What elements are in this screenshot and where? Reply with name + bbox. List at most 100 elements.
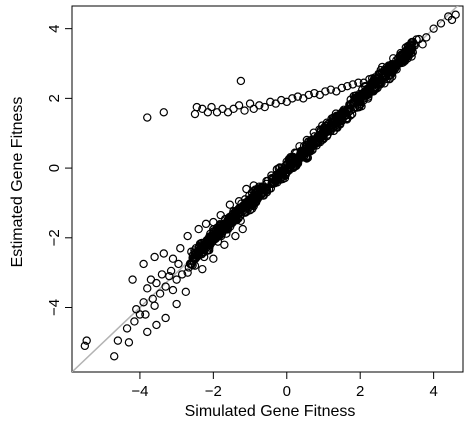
data-point <box>113 336 123 345</box>
data-point <box>285 160 294 169</box>
y-tick-label: 0 <box>46 164 63 172</box>
data-point <box>168 254 178 263</box>
data-point <box>396 57 405 66</box>
data-point <box>177 270 187 279</box>
x-tick-label: 2 <box>356 383 364 400</box>
data-point <box>429 24 438 33</box>
data-point <box>380 72 390 81</box>
data-point <box>209 217 218 227</box>
data-point <box>82 336 91 345</box>
data-point <box>255 101 264 110</box>
x-axis: −4 −2 0 2 4 <box>131 371 438 400</box>
data-point <box>345 100 354 109</box>
data-point <box>122 324 132 333</box>
data-point <box>365 74 374 84</box>
data-point <box>451 10 460 19</box>
data-point <box>143 327 152 337</box>
data-point <box>360 89 369 99</box>
data-point <box>152 278 161 288</box>
data-point <box>198 264 207 274</box>
data-point <box>301 142 310 151</box>
data-point <box>207 102 216 112</box>
data-point <box>403 41 413 51</box>
data-point <box>209 254 218 263</box>
data-point <box>323 130 332 139</box>
data-point <box>172 275 181 284</box>
data-point <box>370 73 380 82</box>
data-point <box>245 99 255 108</box>
data-point <box>216 210 225 220</box>
data-point <box>203 108 213 117</box>
x-axis-label: Simulated Gene Fitness <box>185 403 356 420</box>
data-point <box>407 52 416 61</box>
data-point <box>343 81 352 91</box>
data-point <box>236 76 246 86</box>
data-point <box>242 199 251 209</box>
data-point <box>184 263 194 272</box>
data-point <box>124 338 134 347</box>
data-point <box>201 219 211 229</box>
data-point <box>408 48 417 57</box>
data-point <box>150 301 159 310</box>
data-point <box>353 97 363 107</box>
data-point <box>234 101 244 110</box>
data-point <box>155 289 165 298</box>
data-point <box>418 40 427 49</box>
data-point <box>315 134 325 144</box>
x-tick-label: 4 <box>429 383 437 400</box>
data-point <box>402 47 411 57</box>
data-point <box>267 174 276 183</box>
data-point <box>271 174 280 183</box>
data-point <box>176 244 185 253</box>
data-point <box>161 313 170 323</box>
data-point <box>389 54 398 63</box>
data-point <box>194 244 203 253</box>
x-tick-label: 0 <box>283 383 291 400</box>
data-point <box>369 84 379 94</box>
data-point <box>204 233 214 243</box>
data-point <box>190 109 200 119</box>
data-point <box>168 285 178 295</box>
y-tick-label: 2 <box>46 94 63 102</box>
data-point <box>225 200 235 209</box>
data-point <box>327 117 337 126</box>
data-point <box>141 310 150 319</box>
data-point <box>80 341 90 351</box>
data-point <box>310 88 319 98</box>
data-point <box>183 231 192 241</box>
data-point <box>161 282 170 291</box>
x-tick-label: −2 <box>205 383 222 400</box>
data-point <box>231 215 240 225</box>
data-point <box>436 19 446 28</box>
data-point <box>135 310 145 319</box>
y-axis: −4 −2 0 2 4 <box>46 24 72 316</box>
data-point <box>288 94 297 103</box>
data-point <box>337 83 347 93</box>
y-tick-label: −4 <box>46 299 63 316</box>
data-point <box>207 233 216 243</box>
data-point <box>238 224 247 234</box>
data-point <box>240 195 250 204</box>
data-point <box>143 284 152 293</box>
data-point <box>285 165 294 174</box>
data-point <box>174 259 183 269</box>
data-point <box>309 128 318 137</box>
data-point <box>297 148 306 158</box>
data-point <box>266 97 275 107</box>
plot-area <box>71 5 464 373</box>
data-point <box>306 147 315 156</box>
data-point <box>110 352 119 361</box>
data-point <box>172 299 181 309</box>
data-point <box>385 65 394 74</box>
data-point <box>159 249 168 258</box>
data-point <box>166 266 176 276</box>
data-point <box>248 199 258 208</box>
data-point <box>262 185 271 194</box>
data-point <box>343 104 352 114</box>
x-tick-label: −4 <box>131 383 148 400</box>
data-point <box>231 207 240 216</box>
data-point <box>293 92 302 101</box>
data-point <box>143 113 152 122</box>
data-point <box>334 116 343 125</box>
